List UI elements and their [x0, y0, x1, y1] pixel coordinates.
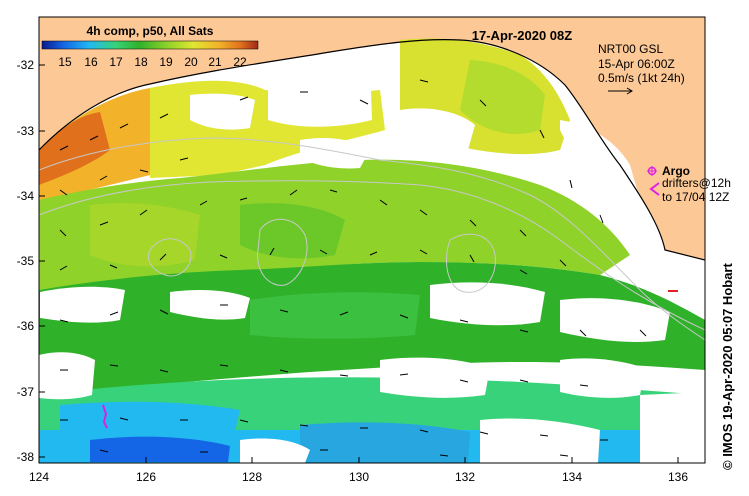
x-tick-label: 130 [349, 470, 369, 484]
current-vectors [59, 79, 647, 457]
x-tick-label: 134 [562, 470, 582, 484]
drifter-track [102, 404, 108, 429]
x-axis-labels: 124 126 128 130 132 134 136 [29, 470, 688, 484]
plot-frame [38, 16, 706, 464]
map-area [39, 17, 705, 463]
y-tick-label: -34 [17, 189, 35, 203]
argo-label: Argo [662, 164, 690, 178]
float-legend: Argo drifters@12h to 17/04 12Z [647, 164, 731, 204]
info-line-1: NRT00 GSL [598, 42, 663, 56]
drifters-label-2: to 17/04 12Z [662, 190, 729, 204]
argo-marker-icon [647, 166, 657, 176]
map-title: 17-Apr-2020 08Z [472, 28, 572, 43]
colorbar-tick: 19 [159, 55, 173, 69]
colorbar-tick: 20 [184, 55, 198, 69]
drifter-marker-icon [649, 182, 660, 196]
y-tick-label: -32 [17, 58, 35, 72]
colorbar-tick: 15 [58, 55, 72, 69]
colorbar-tick: 22 [233, 55, 247, 69]
info-line-2: 15-Apr 06:00Z [598, 57, 675, 71]
drifters-label-1: drifters@12h [662, 176, 731, 190]
x-tick-label: 132 [455, 470, 475, 484]
axis-ticks [38, 64, 679, 463]
y-tick-label: -35 [17, 254, 35, 268]
colorbar-tick: 21 [208, 55, 222, 69]
colorbar-tick: 16 [84, 55, 98, 69]
x-tick-label: 128 [242, 470, 262, 484]
y-tick-label: -33 [17, 124, 35, 138]
y-tick-label: -37 [17, 385, 35, 399]
colorbar: 4h comp, p50, All Sats 15 16 17 18 19 20… [41, 24, 259, 69]
x-tick-label: 136 [668, 470, 688, 484]
colorbar-tick: 17 [109, 55, 123, 69]
x-tick-label: 124 [29, 470, 49, 484]
colorbar-label: 4h comp, p50, All Sats [87, 24, 214, 38]
bathymetry-contours [39, 137, 705, 341]
scale-arrow-icon [608, 87, 633, 95]
y-tick-label: -36 [17, 319, 35, 333]
colorbar-gradient [41, 40, 259, 50]
coastline [39, 39, 705, 261]
cloud-gaps [39, 60, 705, 463]
y-tick-label: -38 [17, 450, 35, 464]
colorbar-tick: 18 [134, 55, 148, 69]
x-tick-label: 126 [136, 470, 156, 484]
y-axis-labels: -32 -33 -34 -35 -36 -37 -38 [17, 58, 35, 464]
credit-text: © IMOS 19-Apr-2020 05:07 Hobart [720, 263, 735, 470]
info-line-3: 0.5m/s (1kt 24h) [598, 71, 685, 85]
model-info: NRT00 GSL 15-Apr 06:00Z 0.5m/s (1kt 24h) [598, 42, 685, 95]
